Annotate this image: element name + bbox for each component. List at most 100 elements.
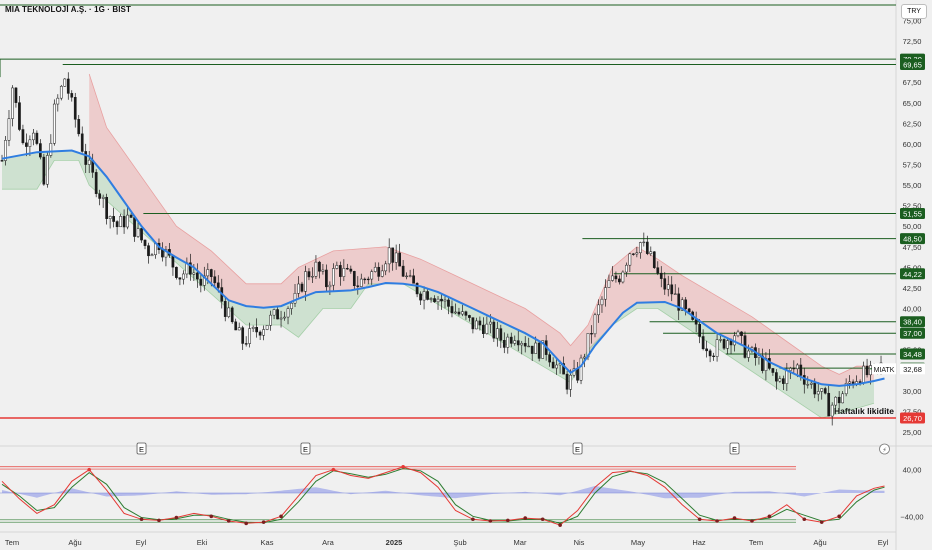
candle-body: [618, 278, 621, 283]
candle-body: [244, 343, 248, 345]
osc-signal-dot: [226, 519, 231, 523]
candle-layer: [0, 72, 883, 426]
candle-body: [527, 345, 531, 348]
osc-signal-dot: [279, 514, 283, 519]
candle-body: [182, 273, 185, 280]
candle-body: [611, 275, 614, 281]
candle-body: [649, 251, 653, 254]
candle-body: [42, 156, 46, 185]
level-badge: [900, 327, 925, 339]
candle-body: [66, 78, 70, 94]
osc-signal-dot: [732, 516, 737, 520]
candle-body: [248, 328, 252, 344]
candle-body: [600, 298, 604, 306]
candle-body: [77, 119, 81, 135]
candle-body: [433, 298, 436, 303]
candle-body: [520, 343, 524, 346]
candle-body: [862, 365, 865, 384]
candle-body: [635, 252, 639, 255]
candle-body: [206, 269, 210, 277]
level-badge-text: 51,55: [903, 209, 922, 218]
price-tick-label: 47,50: [903, 243, 922, 252]
candle-body: [788, 367, 792, 371]
candle-body: [607, 280, 611, 288]
candle-body: [241, 327, 245, 344]
candle-body: [447, 299, 450, 307]
band-layer: [2, 73, 875, 419]
candle-body: [297, 283, 300, 294]
candle-body: [356, 285, 360, 287]
lower-band-edge: [2, 160, 875, 419]
currency-button[interactable]: TRY: [901, 4, 927, 19]
earnings-marker: [729, 442, 740, 455]
candle-body: [740, 331, 743, 336]
price-tick-label: 42,50: [903, 284, 922, 293]
candle-body: [345, 268, 349, 270]
candle-body: [625, 264, 628, 273]
candle-body: [530, 345, 534, 354]
candle-body: [56, 97, 60, 105]
level-badge: [900, 58, 925, 70]
candle-body: [771, 368, 775, 373]
price-tick-label: 75,00: [903, 16, 922, 25]
candle-body: [757, 355, 761, 358]
candle-body: [0, 160, 4, 162]
time-axis[interactable]: Tem Ağu Eyl Eki Kas Ara 2025 Şub Mar Nis May Haz Tem…: [5, 538, 889, 547]
candle-body: [792, 367, 796, 370]
time-tick-label: Nis: [574, 538, 585, 547]
time-tick-label: May: [631, 538, 645, 547]
osc-signal-dot: [505, 518, 510, 523]
candle-body: [349, 268, 353, 272]
candle-body: [307, 271, 311, 278]
candle-body: [70, 93, 74, 98]
candle-body: [52, 103, 56, 144]
candle-body: [809, 382, 813, 385]
candle-body: [80, 133, 84, 152]
candle-body: [255, 327, 258, 333]
candle-body: [443, 299, 447, 302]
candle-body: [112, 216, 115, 222]
candle-body: [237, 327, 241, 331]
price-axis[interactable]: 75,00 72,50 67,50 65,00 62,50 60,00 57,50 55,00…: [872, 16, 925, 437]
candle-body: [251, 327, 255, 329]
price-tick-label: 52,50: [903, 202, 922, 211]
candle-body: [562, 363, 565, 375]
candle-body: [380, 270, 384, 277]
candle-body: [673, 293, 677, 295]
candle-body: [216, 282, 220, 288]
osc-signal-dot: [174, 515, 179, 520]
symbol-badge: [872, 363, 896, 375]
candle-body: [579, 357, 583, 381]
candle-body: [4, 140, 7, 161]
price-tick-label: 60,00: [903, 140, 922, 149]
time-tick-label: Tem: [5, 538, 19, 547]
candle-body: [461, 311, 464, 315]
candle-body: [666, 284, 670, 290]
candle-body: [652, 251, 656, 268]
candle-body: [537, 342, 541, 359]
candle-body: [698, 323, 701, 337]
candle-body: [795, 364, 799, 370]
candle-body: [387, 247, 391, 265]
candle-body: [677, 293, 681, 311]
candle-body: [234, 321, 238, 331]
candle-body: [799, 364, 803, 376]
candle-body: [314, 261, 318, 277]
marker-layer: E E E E ⚡: [136, 442, 890, 455]
time-tick-label: 2025: [386, 538, 403, 547]
upper-band-edge: [88, 73, 874, 375]
candle-body: [359, 278, 363, 287]
time-tick-label: Tem: [749, 538, 763, 547]
candle-body: [684, 299, 688, 310]
candle-body: [555, 364, 558, 369]
candle-body: [869, 365, 872, 376]
candle-body: [311, 276, 314, 278]
candle-body: [478, 320, 482, 326]
candle-body: [457, 311, 461, 315]
candle-body: [830, 404, 834, 417]
ma-line: [1, 149, 885, 387]
candle-body: [391, 247, 395, 263]
candle-body: [293, 293, 297, 304]
candle-body: [475, 320, 478, 330]
